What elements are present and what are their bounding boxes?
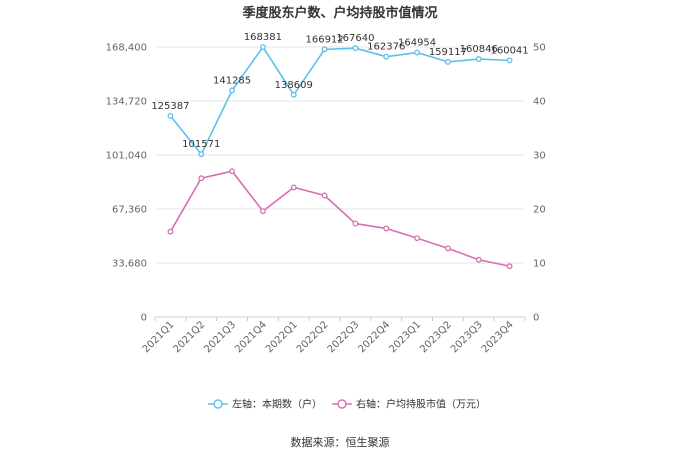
x-axis-tick-label: 2022Q1 (264, 319, 300, 355)
data-point[interactable] (475, 56, 482, 63)
left-axis-tick-label: 168,400 (106, 43, 147, 54)
data-point[interactable] (444, 245, 451, 252)
data-label: 159117 (429, 47, 467, 58)
legend[interactable]: 左轴：本期数（户） 右轴：户均持股市值（万元） (208, 398, 486, 411)
x-axis: 2021Q12021Q22021Q32021Q42022Q12022Q22022… (141, 317, 526, 355)
data-point[interactable] (229, 168, 236, 175)
data-point[interactable] (321, 192, 328, 199)
legend-label: 右轴：户均持股市值（万元） (356, 398, 486, 411)
data-label: 141285 (213, 75, 251, 86)
data-label: 168381 (244, 32, 282, 43)
grid (155, 46, 525, 318)
data-source: 数据来源：恒生聚源 (291, 435, 390, 449)
left-axis-tick-label: 67,360 (112, 205, 147, 216)
data-point[interactable] (352, 220, 359, 227)
x-axis-tick-label: 2022Q3 (326, 319, 362, 355)
x-axis-tick-label: 2023Q2 (418, 319, 454, 355)
data-label: 160041 (490, 45, 528, 56)
data-point[interactable] (167, 113, 174, 119)
x-axis-tick-label: 2021Q1 (141, 319, 177, 355)
left-axis-tick-label: 101,040 (106, 151, 147, 162)
x-axis-tick-label: 2023Q4 (480, 319, 516, 355)
data-point[interactable] (475, 256, 482, 263)
data-point[interactable] (198, 175, 205, 182)
series-right-market-value (167, 168, 513, 270)
x-axis-tick-label: 2023Q3 (449, 319, 485, 355)
data-point[interactable] (414, 49, 421, 56)
data-point[interactable] (383, 53, 390, 60)
legend-item[interactable]: 右轴：户均持股市值（万元） (332, 398, 486, 411)
x-axis-tick-label: 2021Q2 (172, 319, 208, 355)
data-label: 125387 (151, 101, 189, 112)
legend-circle-marker (213, 399, 223, 409)
data-point[interactable] (321, 46, 328, 53)
data-label: 167640 (336, 33, 374, 44)
right-axis-tick-label: 50 (533, 43, 546, 54)
right-axis-tick-label: 20 (533, 205, 546, 216)
x-axis-tick-label: 2021Q3 (202, 319, 238, 355)
data-label: 162376 (367, 42, 405, 53)
data-point[interactable] (290, 91, 297, 98)
legend-label: 左轴：本期数（户） (232, 398, 322, 411)
legend-item[interactable]: 左轴：本期数（户） (208, 398, 322, 411)
x-axis-tick-label: 2023Q1 (387, 319, 423, 355)
left-axis: 0 33,680 67,360 101,040 134,720 168,400 (106, 43, 147, 324)
series: 125387 101571 141285 168381 138609 1669121676… (151, 32, 529, 270)
data-label: 166912 (305, 34, 343, 45)
data-label: 138609 (275, 80, 313, 91)
data-point[interactable] (198, 151, 205, 158)
data-point[interactable] (352, 45, 359, 52)
left-axis-tick-label: 0 (141, 313, 147, 324)
left-axis-tick-label: 134,720 (106, 97, 147, 108)
series-left-households: 125387 101571 141285 168381 138609 1669121676… (151, 32, 529, 158)
data-point[interactable] (383, 225, 390, 232)
data-point[interactable] (167, 228, 174, 235)
legend-circle-marker (337, 399, 347, 409)
right-axis-tick-label: 40 (533, 97, 546, 108)
data-point[interactable] (444, 58, 451, 65)
right-axis: 0 10 20 30 40 50 (533, 43, 546, 324)
right-axis-tick-label: 10 (533, 259, 546, 270)
data-point[interactable] (229, 87, 236, 94)
x-axis-tick-label: 2022Q2 (295, 319, 331, 355)
x-axis-tick-label: 2022Q4 (357, 319, 393, 355)
series-line (169, 170, 510, 268)
data-point[interactable] (290, 184, 297, 191)
left-axis-tick-label: 33,680 (112, 259, 147, 270)
data-label: 160846 (460, 44, 498, 55)
data-point[interactable] (506, 57, 513, 64)
data-label: 164954 (398, 38, 436, 49)
data-label: 101571 (182, 139, 220, 150)
series-line (169, 45, 510, 156)
right-axis-tick-label: 0 (533, 313, 539, 324)
data-point[interactable] (259, 208, 266, 215)
data-point[interactable] (259, 44, 266, 50)
data-point[interactable] (414, 235, 421, 242)
data-point[interactable] (506, 263, 513, 270)
x-axis-tick-label: 2021Q4 (233, 319, 269, 355)
chart-title: 季度股东户数、户均持股市值情况 (241, 5, 437, 21)
right-axis-tick-label: 30 (533, 151, 546, 162)
